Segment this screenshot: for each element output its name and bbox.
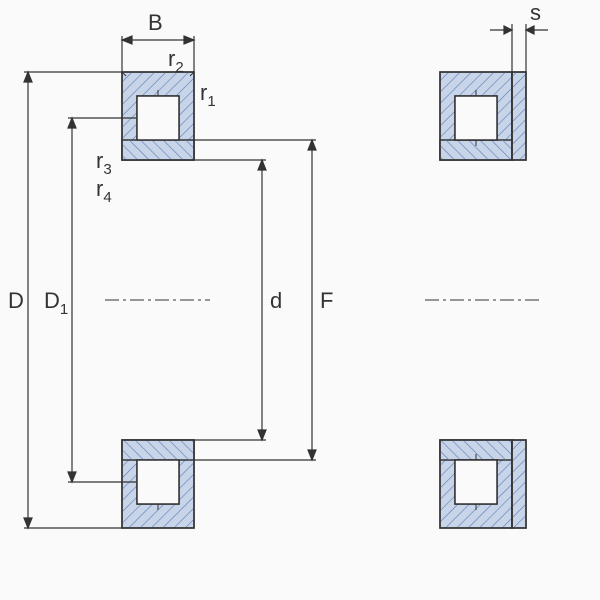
label-r1: r1 (200, 80, 216, 110)
label-r3: r3 (96, 148, 112, 178)
label-s: s (530, 0, 541, 25)
label-D1: D1 (44, 288, 68, 318)
label-D: D (8, 288, 24, 313)
label-d: d (270, 288, 282, 313)
label-r4: r4 (96, 176, 112, 206)
bearing-cross-section-diagram: D D1 B d F s r1 r2 r3 r4 (0, 0, 600, 600)
label-B: B (148, 10, 163, 35)
label-F: F (320, 288, 333, 313)
